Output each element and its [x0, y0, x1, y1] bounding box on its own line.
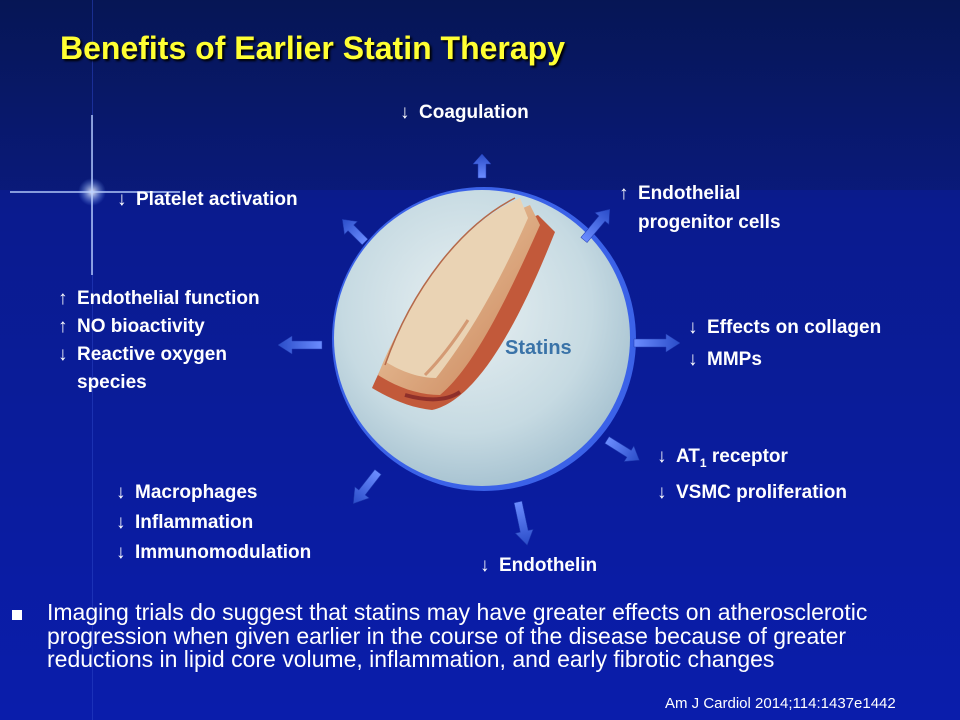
arrow-left — [277, 335, 323, 355]
label-macrophage-group: ↓ Macrophages ↓ Inflammation ↓ Immunomodula… — [116, 478, 311, 568]
arrow-up — [472, 153, 492, 179]
label-at1-group: ↓ AT1 receptor ↓ VSMC proliferation — [657, 442, 847, 508]
label-collagen-group: ↓ Effects on collagen ↓ MMPs — [688, 312, 881, 376]
bullet-text: Imaging trials do suggest that statins m… — [47, 599, 868, 672]
arrow-down — [513, 500, 534, 546]
up-arrow-icon: ↑ — [619, 183, 629, 204]
down-arrow-icon: ↓ — [688, 349, 698, 370]
label-coagulation: ↓ Coagulation — [400, 99, 529, 127]
arrow-down-right — [604, 436, 640, 462]
bullet-icon — [12, 610, 22, 620]
down-arrow-icon: ↓ — [688, 317, 698, 338]
down-arrow-icon: ↓ — [657, 446, 667, 467]
label-platelet-activation: ↓ Platelet activation — [117, 186, 298, 214]
label-endothelial-group: ↑ Endothelial function ↑ NO bioactivity ↓ R… — [58, 285, 260, 397]
down-arrow-icon: ↓ — [116, 542, 126, 563]
down-arrow-icon: ↓ — [58, 344, 68, 365]
statins-label: Statins — [505, 337, 572, 359]
artery-illustration — [372, 197, 555, 410]
arrows — [277, 153, 681, 546]
down-arrow-icon: ↓ — [657, 481, 667, 503]
label-endothelial-progenitor: ↑ Endothelial progenitor cells — [619, 179, 781, 237]
down-arrow-icon: ↓ — [480, 555, 490, 576]
sparkle-decoration — [10, 115, 180, 275]
up-arrow-icon: ↑ — [58, 316, 68, 337]
up-arrow-icon: ↑ — [58, 288, 68, 309]
down-arrow-icon: ↓ — [117, 189, 127, 210]
down-arrow-icon: ↓ — [400, 102, 410, 123]
slide-title: Benefits of Earlier Statin Therapy — [60, 30, 566, 66]
arrow-up-left — [342, 219, 369, 246]
label-endothelin: ↓ Endothelin — [480, 552, 597, 580]
arrow-up-right — [580, 209, 610, 243]
arrow-down-left — [353, 469, 382, 504]
citation: Am J Cardiol 2014;114:1437e1442 — [665, 695, 896, 712]
arrow-right — [633, 333, 681, 353]
down-arrow-icon: ↓ — [116, 482, 126, 503]
down-arrow-icon: ↓ — [116, 512, 126, 533]
